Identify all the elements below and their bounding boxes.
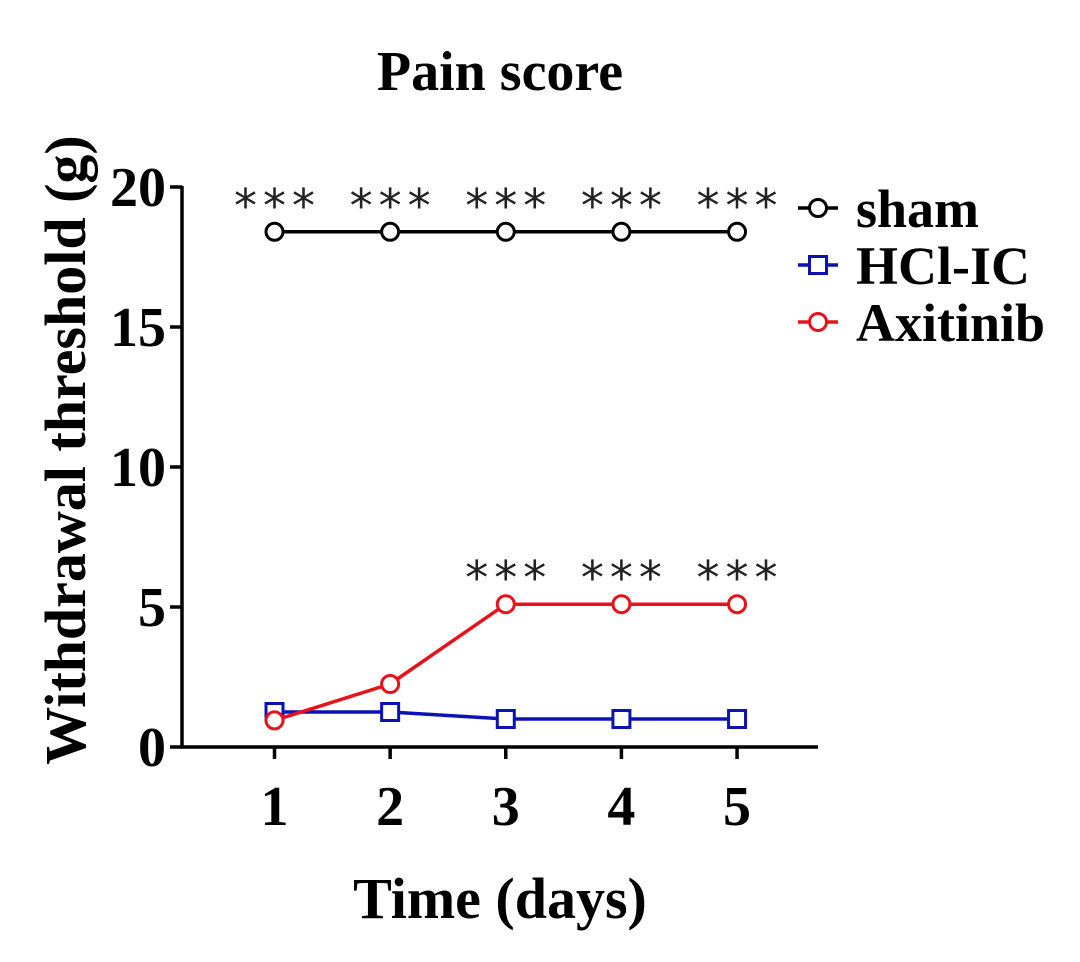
- data-point: [495, 221, 516, 242]
- significance-marker: ***: [697, 179, 784, 233]
- x-tick-label: 4: [607, 776, 635, 838]
- significance-marker: ***: [581, 551, 668, 605]
- y-tick-label: 0: [138, 717, 166, 779]
- legend-item: HCl-IC: [798, 236, 1030, 296]
- data-point: [727, 594, 748, 615]
- data-point: [264, 221, 285, 242]
- y-tick-label: 20: [110, 157, 166, 219]
- legend-item: Axitinib: [798, 293, 1045, 353]
- legend-label: sham: [856, 179, 979, 239]
- data-point: [495, 709, 516, 729]
- series-hcl-ic: [264, 702, 748, 729]
- data-point: [611, 221, 632, 242]
- x-axis-label: Time (days): [353, 866, 647, 931]
- legend-marker: [808, 198, 828, 218]
- data-point: [380, 702, 401, 722]
- data-point: [380, 674, 401, 694]
- data-point: [495, 594, 516, 615]
- data-point: [380, 221, 401, 242]
- legend-marker: [808, 255, 828, 275]
- y-tick-label: 10: [110, 437, 166, 499]
- significance-marker: ***: [581, 179, 668, 233]
- x-tick-label: 5: [723, 776, 751, 838]
- data-point: [727, 709, 748, 729]
- y-axis-label: Withdrawal threshold (g): [33, 135, 98, 764]
- significance-marker: ***: [465, 551, 552, 605]
- data-point: [264, 710, 285, 731]
- data-point: [611, 594, 632, 615]
- x-tick-label: 2: [376, 776, 404, 838]
- significance-marker: ***: [465, 179, 552, 233]
- x-tick-label: 1: [261, 776, 289, 838]
- y-tick-label: 15: [110, 297, 166, 359]
- chart-title: Pain score: [377, 41, 623, 103]
- legend-label: HCl-IC: [856, 236, 1030, 296]
- series-line: [273, 602, 738, 723]
- series-axitinib: [264, 594, 748, 731]
- x-tick-label: 3: [492, 776, 520, 838]
- axes: 0 5 10 15 20 1 2 3 4 5: [110, 157, 818, 838]
- y-tick-label: 5: [138, 577, 166, 639]
- annotation-layer: *** *** *** *** *** *** *** ***: [234, 179, 784, 605]
- legend-marker: [808, 312, 828, 332]
- significance-marker: ***: [234, 179, 321, 233]
- series-layer: [264, 221, 748, 731]
- legend-label: Axitinib: [856, 293, 1045, 353]
- data-point: [727, 221, 748, 242]
- significance-marker: ***: [350, 179, 437, 233]
- series-sham: [264, 221, 748, 242]
- data-point: [611, 709, 632, 729]
- legend-item: sham: [798, 179, 979, 239]
- significance-marker: ***: [697, 551, 784, 605]
